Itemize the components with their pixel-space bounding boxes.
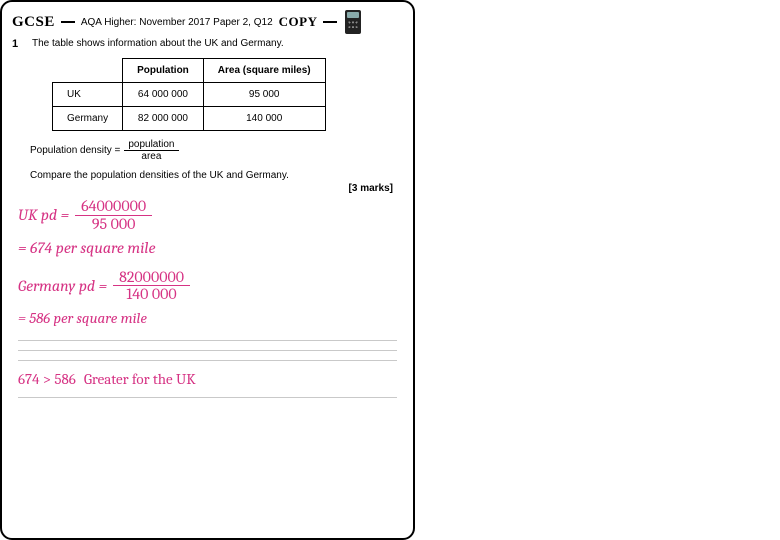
dash-icon [61,21,75,23]
row-label-uk: UK [53,83,123,107]
formula-denom: area [137,151,165,162]
gcse-badge: GCSE [12,14,55,31]
calculator-icon [345,10,361,34]
formula-lhs: Population density = [30,145,120,156]
de-equation: Germany pd = 82000000 140 000 [18,269,397,304]
de-fraction: 82000000 140 000 [113,269,190,304]
worksheet-card: GCSE AQA Higher: November 2017 Paper 2, … [0,0,415,540]
uk-equation: UK pd = 64000000 95 000 [18,198,397,233]
marks-label: [3 marks] [12,183,393,194]
table-header-row: Population Area (square miles) [53,59,326,83]
col-area: Area (square miles) [203,59,325,83]
rule-line [18,397,397,398]
compare-instruction: Compare the population densities of the … [30,170,403,181]
answer-lines-2 [18,397,397,398]
table-row: Germany 82 000 000 140 000 [53,107,326,131]
cell: 140 000 [203,107,325,131]
question-text: The table shows information about the UK… [32,38,284,50]
uk-lhs: UK pd = [18,206,69,224]
formula-numer: population [124,139,178,151]
table-blank-corner [53,59,123,83]
paper-subtitle: AQA Higher: November 2017 Paper 2, Q12 [81,17,273,28]
formula-fraction: population area [124,139,178,162]
table-row: UK 64 000 000 95 000 [53,83,326,107]
de-denom: 140 000 [120,286,182,303]
density-formula: Population density = population area [30,139,403,162]
final-comparison: 674 > 586 Greater for the UK [18,370,397,388]
header: GCSE AQA Higher: November 2017 Paper 2, … [12,10,403,34]
uk-numer: 64000000 [75,198,152,216]
uk-denom: 95 000 [86,216,142,233]
row-label-germany: Germany [53,107,123,131]
cell: 64 000 000 [123,83,204,107]
col-population: Population [123,59,204,83]
data-table: Population Area (square miles) UK 64 000… [52,58,326,131]
rule-line [18,360,397,361]
uk-result: = 674 per square mile [18,235,397,261]
final-inequality: 674 > 586 [18,370,76,388]
final-text: Greater for the UK [84,370,196,388]
copy-badge: COPY [279,14,318,30]
de-result: = 586 per square mile [18,305,397,331]
question-row: 1 The table shows information about the … [12,38,403,50]
handwritten-working: UK pd = 64000000 95 000 = 674 per square… [18,198,397,331]
rule-line [18,350,397,351]
de-lhs: Germany pd = [18,277,107,295]
de-numer: 82000000 [113,269,190,287]
uk-fraction: 64000000 95 000 [75,198,152,233]
answer-lines [18,340,397,361]
cell: 82 000 000 [123,107,204,131]
dash-icon [323,21,337,23]
rule-line [18,340,397,341]
question-number: 1 [12,38,22,50]
cell: 95 000 [203,83,325,107]
